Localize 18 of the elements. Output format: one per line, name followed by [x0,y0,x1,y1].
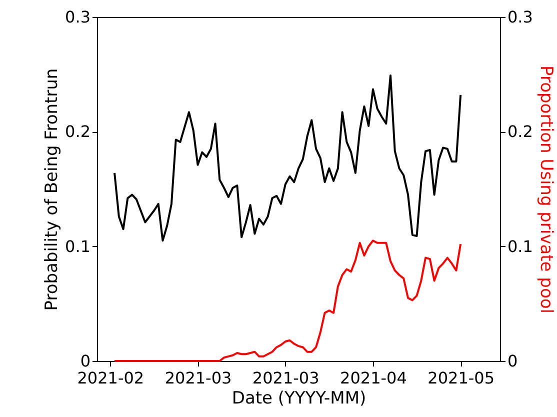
y-tick-label: 0.1 [65,236,90,256]
y-tick-label: 0.2 [65,122,90,142]
y-tick-label: 0 [80,352,90,370]
x-tick-label: 2021-04 [340,368,407,388]
x-tick-label: 2021-05 [428,368,495,388]
y2-tick-label: 0 [508,352,518,370]
y2-tick-label: 0.3 [508,8,533,26]
line-series [114,74,462,242]
y-axis-title: Probability of Being Frontrun [42,68,62,311]
x-axis-title: Date (YYYY-MM) [232,388,366,408]
y2-tick-label: 0.1 [508,236,533,256]
y-tick-label: 0.3 [65,8,90,26]
x-tick-label: 2021-03 [164,368,232,388]
y2-axis-title: Proportion Using private pool [536,66,556,314]
y2-tick-label: 0.2 [508,122,533,142]
line-series [114,240,462,362]
x-tick-label: 2021-02 [77,368,144,388]
x-tick-label: 2021-03 [252,368,320,388]
